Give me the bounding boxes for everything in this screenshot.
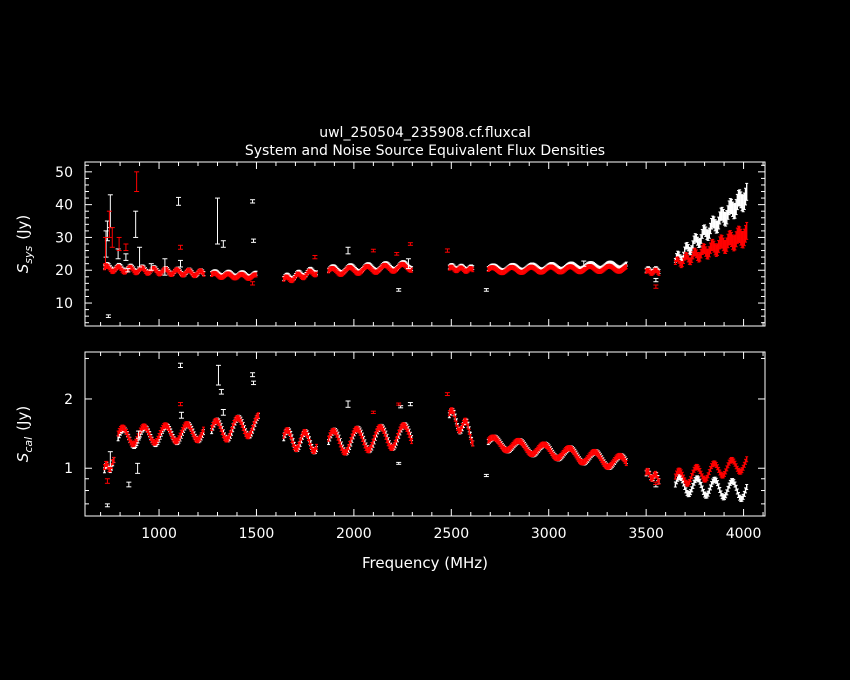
sys-point [220,240,226,248]
sys-point [483,288,489,292]
sys-point [106,210,112,238]
sys-point [137,246,143,268]
sys-point [133,210,139,238]
chart-subtitle: System and Noise Source Equivalent Flux … [245,143,605,159]
sys-point [116,236,122,252]
sys-points [102,171,659,318]
sys-point [105,314,111,318]
sys-y-label-main: S [14,263,32,273]
sys-y-tick-label: 40 [55,198,73,214]
sys-point [176,196,182,206]
sys-point [396,288,402,292]
sys-point [251,238,257,243]
sys-point [123,253,129,261]
sys-point [581,260,587,267]
sys-point [653,284,659,289]
sys-point [250,199,256,204]
sys-point [312,254,318,260]
cal-panel: 1000 1500 2000 2500 3000 3500 4000 12 Scal(Jy)… [14,351,766,572]
sys-y-axis-label: Ssys (Jy) [14,215,35,274]
sys-y-tick-label: 20 [55,263,73,279]
sys-point [148,263,154,271]
sys-point [177,259,183,268]
cal-bands [102,407,749,503]
sys-point [394,252,400,256]
sys-point [250,281,256,286]
sys-x-ticks [100,162,764,326]
sys-point [109,227,115,248]
sys-point [177,244,183,250]
sys-y-label-sub: sys [22,245,35,263]
sys-y-tick-label: 30 [55,230,73,246]
sys-point [444,248,450,253]
sys-point [214,197,220,245]
chart-title: uwl_250504_235908.cf.fluxcal [319,125,531,141]
sys-point [405,258,411,270]
sys-point [407,242,413,246]
sys-point [345,246,351,255]
cal-panel-frame [84,351,766,517]
sys-point [123,243,129,252]
sys-y-label-unit: (Jy) [14,215,32,240]
sys-point [370,248,376,253]
sys-y-tick-label: 50 [55,165,73,181]
sys-point [162,258,168,276]
sys-point [125,268,131,273]
sys-panel: 10 20 30 40 50 Ssys (Jy) [14,161,766,327]
sys-y-tick-label: 10 [55,296,73,312]
sys-point [653,277,659,283]
sys-point [134,171,140,193]
sys-y-ticks: 10 20 30 40 50 [55,164,765,324]
